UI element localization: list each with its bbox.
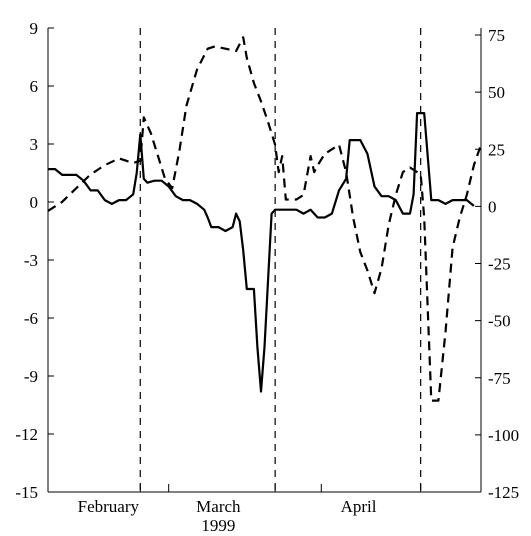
left-tick-label: 0	[30, 193, 39, 212]
left-tick-label: -3	[24, 251, 38, 270]
x-axis-label: 1999	[201, 516, 235, 535]
right-axis: 75 50 25 0 -25 -50 -75 -100 -125	[475, 26, 519, 502]
vertical-dashed-lines	[139, 28, 422, 492]
right-tick-label: -25	[488, 255, 511, 274]
left-tick-label: -15	[15, 483, 38, 502]
left-tick-label: 9	[30, 19, 39, 38]
left-tick-label: 3	[30, 135, 39, 154]
x-axis-labels: February March April 1999	[78, 484, 422, 535]
right-tick-label: 75	[488, 26, 505, 45]
right-tick-label: -75	[488, 369, 511, 388]
right-tick-label: 25	[488, 140, 505, 159]
right-tick-label: -100	[488, 426, 519, 445]
series-group	[47, 36, 483, 402]
left-tick-label: -9	[24, 367, 38, 386]
x-month-label: March	[196, 497, 241, 516]
right-tick-label: 50	[488, 83, 505, 102]
right-tick-label: 0	[488, 197, 497, 216]
left-axis: 9 6 3 0 -3 -6 -9 -12 -15	[15, 19, 54, 502]
x-month-label: April	[341, 497, 377, 516]
plot-frame	[47, 28, 482, 493]
left-tick-label: -6	[24, 309, 38, 328]
series-line-left-axis	[48, 111, 475, 393]
right-tick-label: -50	[488, 312, 511, 331]
x-month-label: February	[78, 497, 140, 516]
left-tick-label: -12	[15, 425, 38, 444]
right-tick-label: -125	[488, 483, 519, 502]
left-tick-label: 6	[30, 77, 39, 96]
series-line-right-axis	[47, 36, 483, 402]
